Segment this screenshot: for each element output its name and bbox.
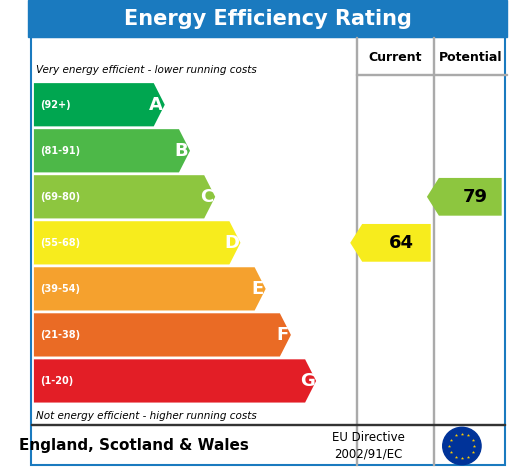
Text: (81-91): (81-91) (40, 146, 80, 156)
Bar (433, 37, 434, 465)
Text: (69-80): (69-80) (40, 192, 80, 202)
Bar (28, 0, 507, 37)
Text: F: F (276, 326, 289, 344)
Polygon shape (34, 83, 165, 127)
Text: Potential: Potential (439, 51, 502, 64)
Text: (55-68): (55-68) (40, 238, 80, 248)
Polygon shape (34, 267, 266, 311)
Text: (39-54): (39-54) (40, 284, 79, 294)
Polygon shape (34, 175, 215, 219)
Bar (356, 37, 357, 465)
Bar (31, 424, 505, 425)
Text: EU Directive: EU Directive (332, 431, 405, 444)
Circle shape (443, 427, 481, 465)
Text: A: A (149, 96, 163, 114)
Polygon shape (350, 224, 431, 262)
Polygon shape (34, 359, 316, 403)
Polygon shape (427, 178, 502, 216)
Text: Very energy efficient - lower running costs: Very energy efficient - lower running co… (36, 65, 257, 75)
Text: Current: Current (369, 51, 422, 64)
Polygon shape (34, 313, 291, 356)
Text: (21-38): (21-38) (40, 330, 80, 340)
Text: England, Scotland & Wales: England, Scotland & Wales (19, 439, 248, 453)
Text: 64: 64 (389, 234, 414, 252)
Text: 2002/91/EC: 2002/91/EC (334, 448, 403, 461)
Text: B: B (175, 142, 188, 160)
Bar (356, 74, 507, 75)
Text: C: C (200, 188, 213, 206)
Text: Not energy efficient - higher running costs: Not energy efficient - higher running co… (36, 411, 257, 421)
Text: D: D (224, 234, 239, 252)
Text: 79: 79 (463, 188, 488, 206)
Text: E: E (251, 280, 263, 298)
Polygon shape (34, 129, 190, 172)
Text: G: G (300, 372, 315, 390)
Text: Energy Efficiency Rating: Energy Efficiency Rating (124, 9, 412, 28)
Polygon shape (34, 221, 240, 264)
Text: (92+): (92+) (40, 100, 70, 110)
Text: (1-20): (1-20) (40, 376, 73, 386)
